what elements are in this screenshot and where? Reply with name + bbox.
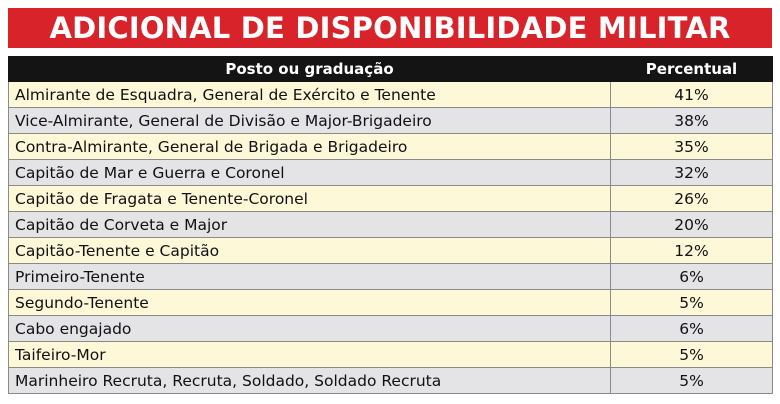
table-row: Capitão-Tenente e Capitão 12% [8, 237, 773, 264]
table-body: Almirante de Esquadra, General de Exérci… [8, 81, 773, 394]
percent-cell: 41% [610, 81, 773, 108]
header-row: Posto ou graduação Percentual [8, 56, 773, 82]
rank-cell: Marinheiro Recruta, Recruta, Soldado, So… [8, 367, 611, 394]
percent-cell: 12% [610, 237, 773, 264]
rank-cell: Cabo engajado [8, 315, 611, 342]
column-header-rank: Posto ou graduação [8, 56, 611, 82]
table-row: Primeiro-Tenente 6% [8, 263, 773, 290]
table-row: Cabo engajado 6% [8, 315, 773, 342]
percent-cell: 5% [610, 367, 773, 394]
table-row: Taifeiro-Mor 5% [8, 341, 773, 368]
rank-cell: Primeiro-Tenente [8, 263, 611, 290]
table-row: Contra-Almirante, General de Brigada e B… [8, 133, 773, 160]
table-row: Segundo-Tenente 5% [8, 289, 773, 316]
rank-cell: Capitão de Corveta e Major [8, 211, 611, 238]
data-table: Posto ou graduação Percentual Almirante … [8, 56, 773, 394]
percent-cell: 5% [610, 289, 773, 316]
percent-cell: 38% [610, 107, 773, 134]
percent-cell: 26% [610, 185, 773, 212]
table-row: Almirante de Esquadra, General de Exérci… [8, 81, 773, 108]
percent-cell: 35% [610, 133, 773, 160]
percent-cell: 5% [610, 341, 773, 368]
rank-cell: Taifeiro-Mor [8, 341, 611, 368]
rank-cell: Capitão de Mar e Guerra e Coronel [8, 159, 611, 186]
table-row: Marinheiro Recruta, Recruta, Soldado, So… [8, 367, 773, 394]
rank-cell: Capitão-Tenente e Capitão [8, 237, 611, 264]
rank-cell: Contra-Almirante, General de Brigada e B… [8, 133, 611, 160]
table-row: Capitão de Fragata e Tenente-Coronel 26% [8, 185, 773, 212]
percent-cell: 6% [610, 315, 773, 342]
rank-cell: Vice-Almirante, General de Divisão e Maj… [8, 107, 611, 134]
table-row: Capitão de Mar e Guerra e Coronel 32% [8, 159, 773, 186]
percent-cell: 6% [610, 263, 773, 290]
table-row: Vice-Almirante, General de Divisão e Maj… [8, 107, 773, 134]
percent-cell: 32% [610, 159, 773, 186]
rank-cell: Capitão de Fragata e Tenente-Coronel [8, 185, 611, 212]
rank-cell: Almirante de Esquadra, General de Exérci… [8, 81, 611, 108]
percent-cell: 20% [610, 211, 773, 238]
rank-cell: Segundo-Tenente [8, 289, 611, 316]
column-header-percent: Percentual [610, 56, 773, 82]
table-row: Capitão de Corveta e Major 20% [8, 211, 773, 238]
table-title: ADICIONAL DE DISPONIBILIDADE MILITAR [8, 8, 772, 48]
